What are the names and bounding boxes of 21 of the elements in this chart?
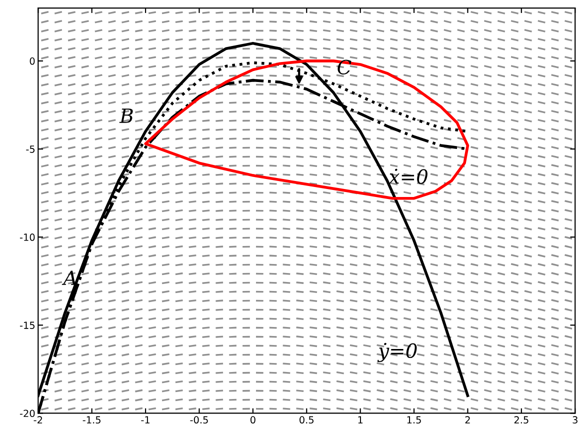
y-tick-label: -5 xyxy=(26,146,35,153)
annotation: A xyxy=(62,270,76,285)
x-tick-label: -1 xyxy=(141,416,150,424)
y-tick-label: 0 xyxy=(30,57,35,65)
x-tick-label: 1.5 xyxy=(407,416,421,424)
x-tick-label: -0.5 xyxy=(190,416,208,424)
annotation: B xyxy=(119,108,133,123)
annotation: ẏ=0 xyxy=(377,342,417,362)
x-tick-label: 3 xyxy=(572,416,578,424)
x-tick-label: 0.5 xyxy=(300,416,314,424)
y-tick-label: -10 xyxy=(20,234,35,241)
x-tick-label: 1 xyxy=(358,416,363,424)
x-tick-label: 2 xyxy=(465,416,470,424)
annotation: ẋ=0 xyxy=(388,168,428,184)
y-tick-label: -15 xyxy=(20,322,35,329)
annotation: C xyxy=(338,60,352,75)
x-tick-label: 0 xyxy=(250,416,256,424)
y-tick-label: -20 xyxy=(20,410,35,418)
x-tick-label: 2.5 xyxy=(514,416,528,424)
x-tick-label: -1.5 xyxy=(82,416,100,424)
x-tick-label: -2 xyxy=(34,416,42,424)
